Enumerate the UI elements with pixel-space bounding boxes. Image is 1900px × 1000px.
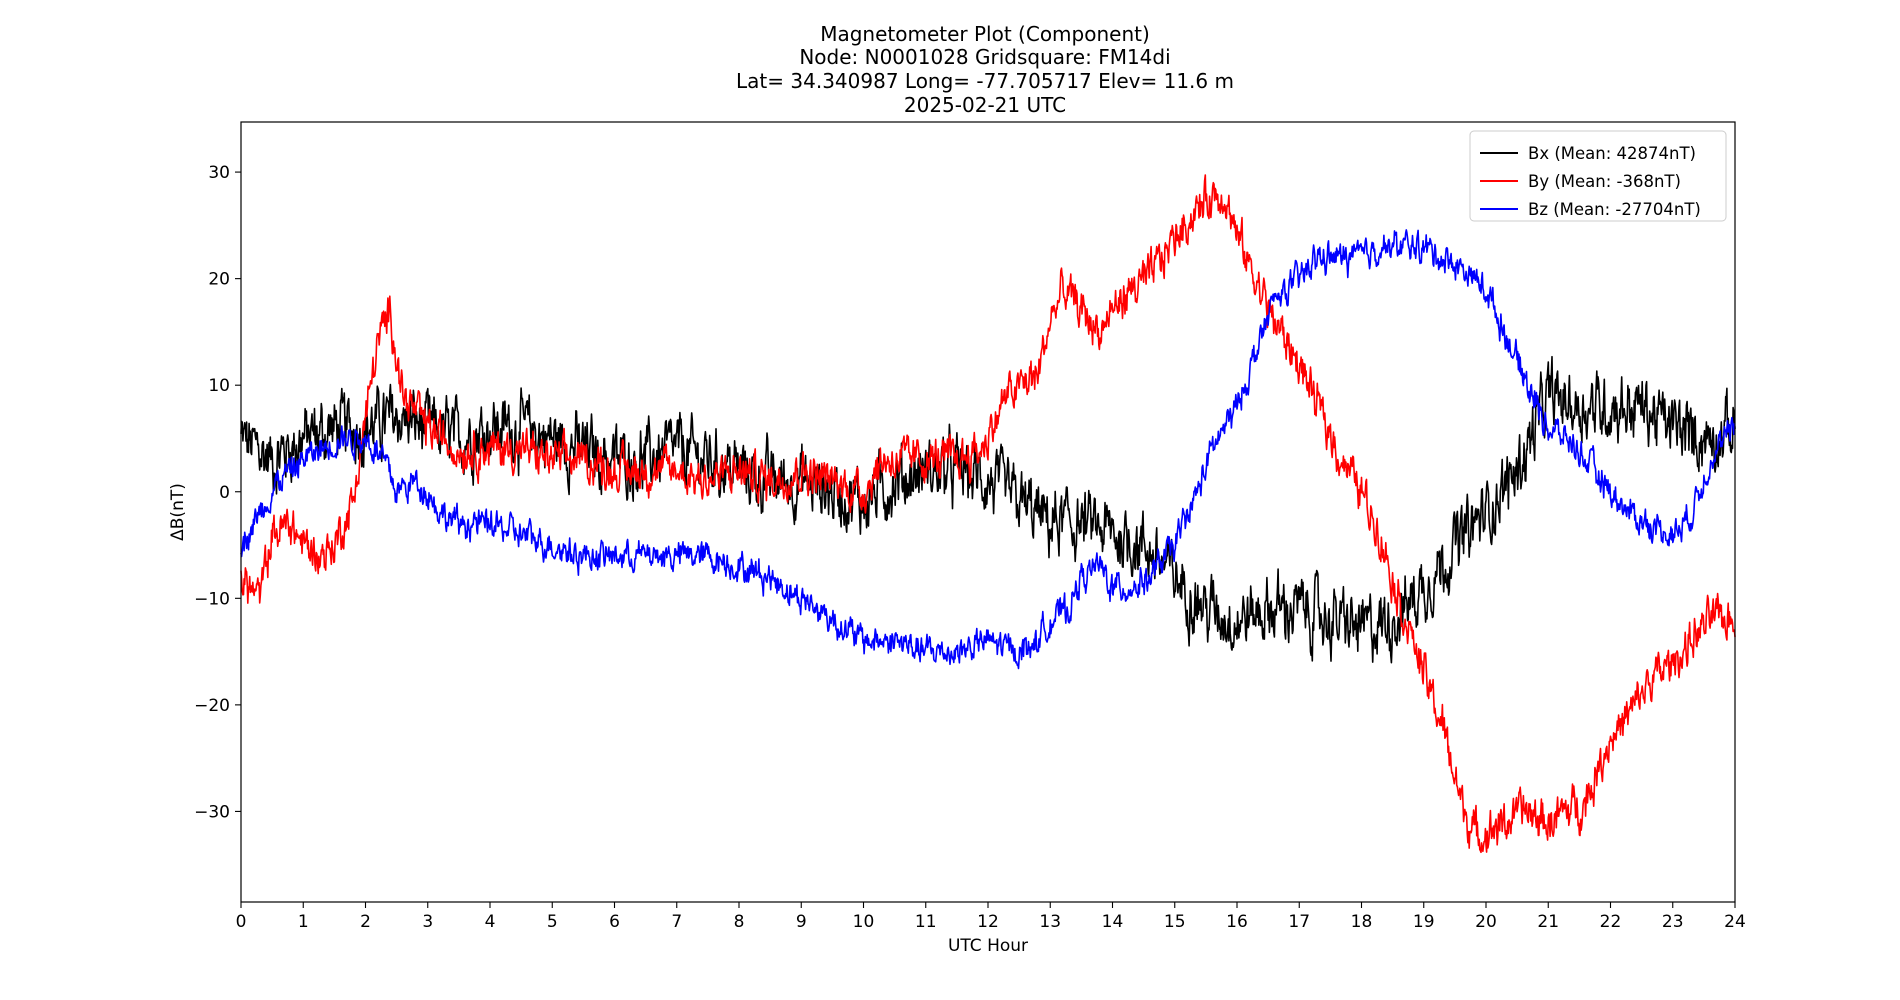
x-tick-label: 23	[1662, 912, 1684, 932]
x-tick-label: 10	[853, 912, 875, 932]
x-tick-label: 19	[1413, 912, 1435, 932]
x-tick-label: 22	[1600, 912, 1622, 932]
series-line-2	[240, 174, 1736, 854]
y-tick-label: −20	[194, 696, 230, 716]
y-tick-label: −30	[194, 802, 230, 822]
x-tick-label: 17	[1288, 912, 1310, 932]
x-tick-label: 5	[547, 912, 558, 932]
x-tick-label: 18	[1351, 912, 1373, 932]
series-lines	[240, 174, 1736, 854]
chart-title: Magnetometer Plot (Component) Node: N000…	[736, 22, 1234, 117]
x-tick-label: 3	[422, 912, 433, 932]
x-tick-label: 9	[796, 912, 807, 932]
x-tick-label: 13	[1039, 912, 1061, 932]
y-axis-ticks: −30 −20 −10 0 10 20 30	[194, 163, 241, 822]
title-line-2: Node: N0001028 Gridsquare: FM14di	[799, 45, 1170, 69]
y-tick-label: 20	[208, 270, 230, 290]
x-tick-label: 8	[734, 912, 745, 932]
y-tick-label: −10	[194, 589, 230, 609]
title-line-1: Magnetometer Plot (Component)	[820, 22, 1150, 46]
legend-label-1: Bx (Mean: 42874nT)	[1528, 144, 1696, 163]
legend-label-3: Bz (Mean: -27704nT)	[1528, 200, 1701, 219]
y-tick-label: 10	[208, 376, 230, 396]
x-tick-label: 0	[236, 912, 247, 932]
x-tick-label: 4	[485, 912, 496, 932]
x-tick-label: 1	[298, 912, 309, 932]
x-axis-label: UTC Hour	[948, 936, 1028, 956]
plot-frame	[240, 121, 1736, 903]
y-axis-label: ΔB(nT)	[168, 483, 188, 541]
x-tick-label: 15	[1164, 912, 1186, 932]
legend-label-2: By (Mean: -368nT)	[1528, 172, 1681, 191]
x-axis-ticks: 0 1 2 3 4 5 6 7 8 9 10 11 12 13 14 15 16 17 18 19 20 21 22 23 24	[236, 902, 1746, 932]
x-tick-label: 12	[977, 912, 999, 932]
x-tick-label: 20	[1475, 912, 1497, 932]
series-line-1	[240, 355, 1736, 664]
title-line-4: 2025-02-21 UTC	[904, 93, 1066, 117]
legend-box	[1469, 130, 1727, 222]
x-tick-label: 6	[609, 912, 620, 932]
series-line-3	[240, 229, 1736, 670]
x-tick-label: 2	[360, 912, 371, 932]
x-tick-label: 16	[1226, 912, 1248, 932]
legend: Bx (Mean: 42874nT) By (Mean: -368nT) Bz (M…	[1469, 130, 1727, 222]
title-line-3: Lat= 34.340987 Long= -77.705717 Elev= 11…	[736, 69, 1234, 93]
x-tick-label: 14	[1102, 912, 1124, 932]
x-tick-label: 24	[1724, 912, 1746, 932]
x-tick-label: 11	[915, 912, 937, 932]
y-tick-label: 30	[208, 163, 230, 183]
y-tick-label: 0	[219, 483, 230, 503]
x-tick-label: 21	[1537, 912, 1559, 932]
x-tick-label: 7	[671, 912, 682, 932]
